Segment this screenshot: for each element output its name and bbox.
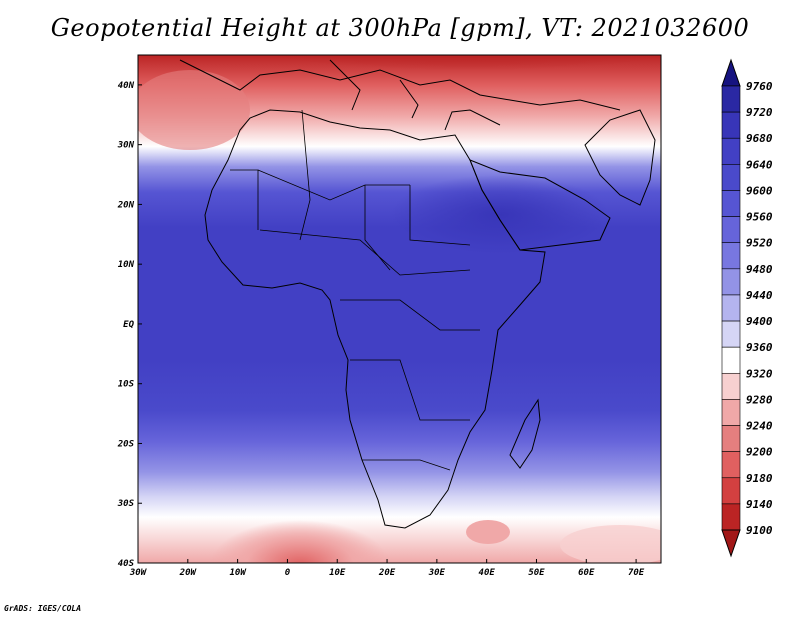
colorbar-label: 9480 (746, 263, 773, 276)
colorbar-swatch (721, 477, 741, 505)
colorbar-swatch (721, 85, 741, 113)
colorbar-swatch (721, 399, 741, 426)
colorbar-label: 9680 (746, 132, 773, 145)
colorbar-label: 9440 (746, 289, 773, 302)
x-tick-label: 50E (528, 568, 545, 578)
colorbar-label: 9640 (746, 158, 773, 171)
colorbar-label: 9320 (746, 367, 773, 380)
colorbar-swatch (721, 346, 741, 374)
colorbar-label: 9360 (746, 341, 773, 354)
colorbar: 9760 9720 9680 9640 9600 9560 9520 9480 9440 9400… (721, 58, 773, 558)
x-tick-label: 30E (428, 568, 446, 578)
y-tick-label: 30S (117, 499, 135, 509)
colorbar-swatch (721, 216, 741, 244)
country-borders (230, 109, 480, 471)
x-tick-label: 70E (628, 568, 645, 578)
colorbar-label: 9100 (746, 524, 773, 537)
colorbar-label: 9140 (746, 498, 773, 511)
page-title: Geopotential Height at 300hPa [gpm], VT:… (50, 14, 750, 42)
x-tick-label: 60E (578, 568, 595, 578)
x-tick-label: 10E (329, 568, 346, 578)
colorbar-label: 9280 (746, 393, 773, 406)
colorbar-label: 9760 (746, 80, 773, 93)
colorbar-swatch (721, 503, 741, 531)
colorbar-swatch (721, 451, 741, 479)
x-axis: 30W 20W 10W 0 10E 20E 30E 40E 50E 60E 70E (129, 559, 645, 578)
colorbar-swatch (721, 320, 741, 348)
x-tick-label: 10W (229, 568, 247, 578)
y-axis: 40N 30N 20N 10N EQ 10S 20S 30S 40S (117, 81, 142, 569)
colorbar-swatch (721, 242, 741, 270)
colorbar-label: 9400 (746, 315, 773, 328)
credit-text: GrADS: IGES/COLA (4, 604, 82, 613)
colorbar-label: 9200 (746, 446, 773, 459)
plot-frame (137, 54, 662, 564)
y-tick-label: 20N (117, 200, 135, 210)
colorbar-top-arrow (721, 58, 741, 87)
y-tick-label: 10N (118, 260, 135, 270)
y-tick-label: 40N (118, 81, 135, 91)
colorbar-swatch (721, 268, 741, 296)
coastlines (179, 59, 656, 529)
colorbar-swatch (721, 372, 741, 400)
y-tick-label: 40S (118, 559, 135, 569)
colorbar-swatch (721, 111, 741, 139)
y-tick-label: 20S (117, 439, 135, 449)
x-tick-label: 20W (179, 568, 198, 578)
colorbar-swatch (721, 164, 741, 191)
colorbar-label: 9180 (746, 472, 773, 485)
x-tick-label: 20E (378, 568, 396, 578)
colorbar-swatch (721, 190, 741, 217)
colorbar-label: 9560 (746, 211, 773, 224)
x-tick-label: 40E (479, 568, 496, 578)
x-tick-label: 30W (129, 568, 148, 578)
colorbar-label: 9240 (746, 420, 773, 433)
colorbar-bottom-arrow (721, 529, 741, 558)
colorbar-label: 9720 (746, 106, 773, 119)
colorbar-label: 9600 (746, 184, 773, 197)
y-tick-label: 10S (118, 380, 135, 390)
colorbar-swatch (721, 294, 741, 322)
colorbar-swatch (721, 137, 741, 165)
colorbar-label: 9520 (746, 237, 773, 250)
colorbar-swatch (721, 425, 741, 452)
x-tick-label: 0 (285, 568, 291, 578)
y-tick-label: EQ (123, 320, 134, 330)
height-field (138, 55, 661, 563)
y-tick-label: 30N (117, 141, 135, 151)
